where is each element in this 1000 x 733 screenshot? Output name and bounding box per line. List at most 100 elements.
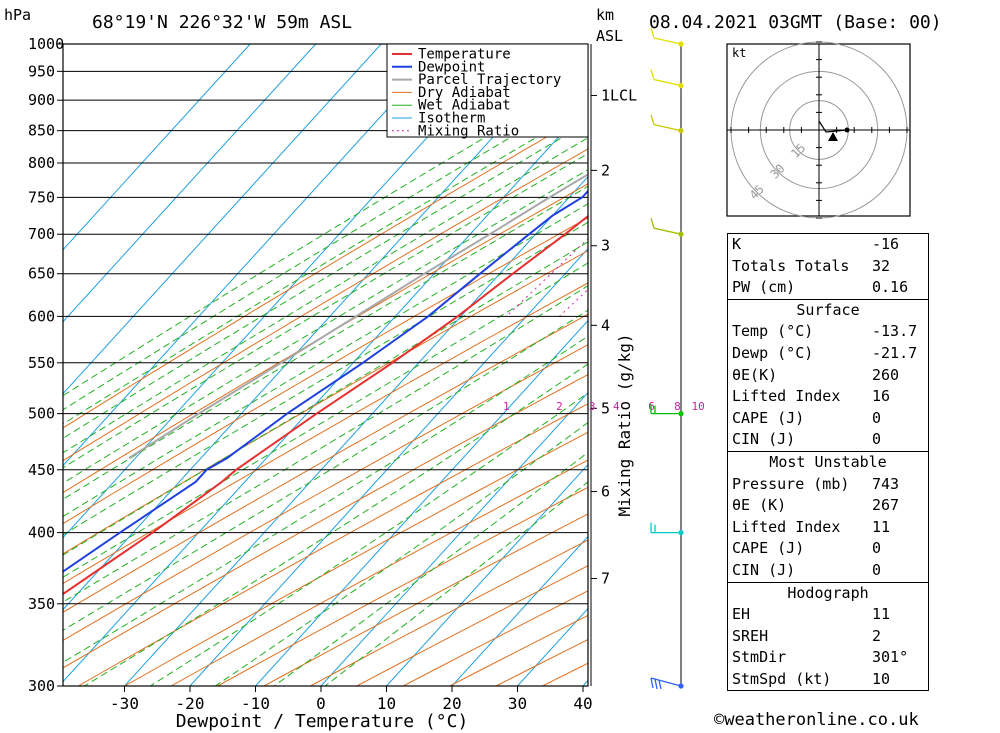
surface-index-row: Lifted Index 16 — [728, 386, 928, 408]
height-tick-label: 1LCL — [601, 86, 637, 104]
wet-adiabat-line — [84, 363, 588, 686]
wind-barb — [650, 27, 682, 45]
datetime-title: 08.04.2021 03GMT (Base: 00) — [649, 12, 942, 33]
index-value: 0 — [872, 560, 882, 579]
index-value: 10 — [872, 669, 891, 688]
index-value: 0 — [872, 408, 882, 427]
most-unstable-index-row: Pressure (mb) 743 — [728, 474, 928, 496]
wet-adiabat-line — [63, 309, 588, 631]
wind-barb — [650, 69, 682, 87]
index-label: PW (cm) — [732, 278, 796, 297]
index-label: CAPE (J) — [732, 539, 805, 558]
pressure-tick-label: 450 — [28, 461, 55, 479]
height-tick-label: 5 — [601, 399, 610, 417]
mixing-ratio-axis-label: Mixing Ratio (g/kg) — [615, 333, 634, 516]
dry-adiabat-line — [63, 282, 588, 585]
index-value: 743 — [872, 474, 900, 493]
wet-adiabat-line — [63, 335, 588, 663]
mixing-ratio-label: 10 — [691, 400, 704, 413]
height-unit-label: km — [596, 6, 614, 24]
index-value: 267 — [872, 496, 900, 515]
most-unstable-index-row: CAPE (J) 0 — [728, 538, 928, 560]
temp-tick-label: 10 — [377, 694, 396, 713]
pressure-unit-label: hPa — [4, 6, 31, 24]
pressure-tick-label: 600 — [28, 307, 55, 325]
mixing-ratio-label: 1 — [503, 400, 510, 413]
wet-adiabat-line — [63, 169, 588, 484]
wind-barb — [650, 522, 681, 534]
hodograph-unit-label: kt — [732, 46, 746, 60]
wet-adiabat-line — [63, 75, 588, 397]
indices-table: K -16 Totals Totals 32 PW (cm) 0.16 Surface T… — [727, 233, 929, 692]
index-label: CIN (J) — [732, 560, 796, 579]
temperature-line — [63, 214, 588, 596]
hodograph-point — [844, 127, 850, 133]
height-unit-label-asl: ASL — [596, 27, 623, 45]
pressure-tick-label: 700 — [28, 225, 55, 243]
index-label: K — [732, 235, 742, 253]
dry-adiabat-line — [217, 486, 588, 686]
legend-entry: Mixing Ratio — [418, 123, 519, 139]
index-label: Lifted Index — [732, 517, 841, 536]
index-label: StmDir — [732, 648, 787, 667]
legend-entry: Wet Adiabat — [418, 98, 511, 114]
pressure-tick-label: 850 — [28, 122, 55, 140]
index-value: 301° — [872, 648, 909, 667]
credit-link[interactable]: ©weatheronline.co.uk — [714, 710, 919, 730]
isotherm-line — [320, 391, 588, 686]
hodograph-title: Hodograph — [787, 583, 869, 602]
general-index-row: PW (cm) 0.16 — [728, 277, 928, 299]
wind-barb — [650, 403, 681, 415]
index-label: StmSpd (kt) — [732, 669, 832, 688]
wet-adiabat-line — [63, 152, 588, 469]
wet-adiabat-line — [150, 392, 588, 686]
parcel-trajectory-line — [128, 173, 588, 459]
index-label: Lifted Index — [732, 387, 841, 406]
legend-entry: Dry Adiabat — [418, 85, 511, 101]
index-value: 16 — [872, 387, 891, 406]
index-label: Totals Totals — [732, 256, 850, 275]
dry-adiabat-line — [63, 183, 588, 494]
dry-adiabat-line — [170, 459, 588, 686]
dewpoint-line — [63, 189, 588, 573]
isotherm-line — [255, 319, 588, 686]
height-tick-label: 3 — [601, 237, 610, 255]
temp-tick-label: 40 — [573, 694, 592, 713]
most-unstable-index-row: CIN (J) 0 — [728, 560, 928, 582]
index-value: -21.7 — [872, 343, 918, 362]
mixing-ratio-label: 4 — [613, 400, 620, 413]
temp-tick-label: 20 — [442, 694, 461, 713]
index-value: 260 — [872, 365, 900, 384]
index-value: 0 — [872, 430, 882, 449]
index-value: 0 — [872, 539, 882, 558]
surface-title: Surface — [796, 300, 860, 319]
isotherm-line — [189, 247, 588, 686]
index-value: 32 — [872, 256, 891, 275]
pressure-tick-label: 900 — [28, 91, 55, 109]
indices-most-unstable: Most Unstable Pressure (mb) 743 θE (K) 267 L… — [728, 450, 928, 582]
mixing-ratio-label: 3 — [589, 400, 596, 413]
dry-adiabat-line — [63, 344, 588, 641]
indices-hodograph: Hodograph EH 11 SREH 2 StmDir 301° StmSpd (kt)… — [728, 581, 928, 691]
hodograph-index-row: EH 11 — [728, 604, 928, 626]
isotherm-line — [386, 463, 588, 686]
dry-adiabat-line — [63, 148, 588, 462]
dry-adiabat-line — [124, 431, 588, 686]
index-value: 11 — [872, 605, 891, 624]
hodograph-index-row: StmSpd (kt) 10 — [728, 669, 928, 691]
pressure-tick-label: 800 — [28, 154, 55, 172]
pressure-tick-label: 950 — [28, 62, 55, 80]
storm-motion-marker — [828, 132, 838, 141]
isotherm-line — [63, 44, 513, 539]
isotherm-line — [451, 535, 588, 686]
isotherm-line — [63, 44, 579, 611]
surface-index-row: CIN (J) 0 — [728, 429, 928, 451]
isotherm-line — [124, 175, 588, 686]
height-tick-label: 4 — [601, 316, 610, 334]
wet-adiabat-line — [63, 203, 588, 518]
pressure-tick-label: 750 — [28, 188, 55, 206]
height-tick-label: 6 — [601, 483, 610, 501]
height-tick-label: 2 — [601, 161, 610, 179]
height-tick-label: 7 — [601, 570, 610, 588]
